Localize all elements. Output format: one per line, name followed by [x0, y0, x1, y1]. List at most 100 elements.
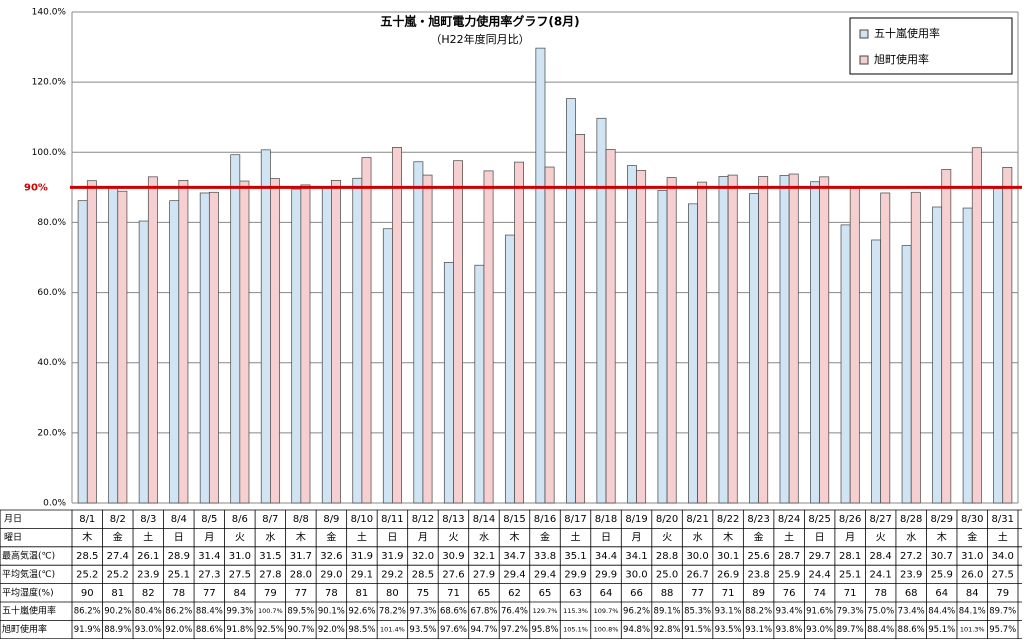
table-cell: 月: [418, 532, 428, 544]
table-cell: 30.0: [625, 569, 647, 580]
table-cell: 29.9: [595, 569, 617, 580]
table-cell: 金: [967, 531, 977, 544]
bar: [331, 179, 341, 504]
table-cell: 水: [479, 532, 489, 544]
table-cell: 28.9: [168, 551, 190, 562]
x-tick-label: 8/28: [900, 514, 922, 525]
x-tick-label: 8/3: [140, 514, 156, 525]
table-cell: 90: [81, 588, 94, 599]
bar: [605, 149, 616, 504]
value-label: 90.1%: [318, 607, 345, 617]
x-tick-label: 8/26: [839, 514, 861, 525]
table-cell: 木: [509, 532, 519, 544]
value-label: 115.3%: [563, 607, 588, 615]
value-label: 105.1%: [563, 626, 588, 634]
x-tick-label: 8/5: [201, 514, 217, 525]
table-cell: 34.0: [992, 551, 1014, 562]
table-cell: 28.1: [839, 551, 861, 562]
table-cell: 水: [693, 532, 703, 544]
table-cell: 29.4: [503, 569, 525, 580]
bar: [270, 178, 280, 504]
bar: [138, 220, 149, 504]
table-cell: 月: [845, 532, 855, 544]
table-cell: 29.9: [564, 569, 586, 580]
value-label: 109.7%: [594, 607, 619, 615]
table-cell: 25.9: [931, 569, 953, 580]
bar: [514, 161, 524, 504]
bar: [575, 134, 586, 504]
y-tick-label: 120.0%: [32, 78, 67, 88]
table-cell: 25.2: [107, 569, 129, 580]
value-label: 129.7%: [533, 607, 558, 615]
table-cell: 28.5: [76, 551, 98, 562]
x-tick-label: 8/27: [869, 514, 891, 525]
x-tick-label: 8/12: [412, 514, 434, 525]
table-cell: 84: [966, 588, 979, 599]
table-cell: 29.4: [534, 569, 556, 580]
bar: [352, 177, 363, 504]
table-cell: 34.7: [503, 551, 525, 562]
value-label: 90.2%: [104, 607, 131, 617]
bar: [208, 191, 219, 504]
table-cell: 62: [508, 588, 521, 599]
bar: [474, 264, 485, 504]
x-tick-label: 8/8: [293, 514, 309, 525]
bar: [993, 188, 1004, 504]
bar: [230, 154, 241, 504]
x-tick-label: 8/13: [442, 514, 464, 525]
table-cell: 82: [142, 588, 155, 599]
bar: [901, 245, 912, 504]
x-tick-label: 8/30: [961, 514, 983, 525]
y-tick-label: 60.0%: [37, 288, 66, 298]
value-label: 91.6%: [806, 607, 833, 617]
table-cell: 71: [447, 588, 460, 599]
table-cell: 土: [998, 531, 1008, 544]
bar: [86, 180, 97, 504]
table-cell: 79: [264, 588, 277, 599]
value-label: 97.3%: [409, 607, 436, 617]
table-cell: 25.1: [168, 569, 190, 580]
bar: [1002, 167, 1013, 504]
bar: [727, 174, 738, 504]
value-label: 98.5%: [348, 625, 375, 635]
row-header: 月日: [4, 514, 22, 525]
x-tick-label: 8/21: [686, 514, 708, 525]
table-cell: 32.6: [320, 551, 342, 562]
bar: [666, 177, 677, 504]
table-cell: 77: [203, 588, 216, 599]
table-cell: 27.8: [259, 569, 281, 580]
bar: [117, 190, 128, 504]
value-label: 91.8%: [226, 625, 253, 635]
table-cell: 木: [296, 532, 306, 544]
bar: [871, 239, 882, 504]
value-label: 85.3%: [684, 607, 711, 617]
value-label: 90.7%: [287, 625, 314, 635]
bar: [779, 175, 790, 504]
legend-label: 旭町使用率: [874, 52, 929, 66]
value-label: 88.6%: [898, 625, 925, 635]
x-tick-label: 8/19: [625, 514, 647, 525]
table-cell: 水: [265, 532, 275, 544]
bar: [840, 224, 851, 504]
table-cell: 29.0: [320, 569, 342, 580]
x-tick-label: 8/7: [262, 514, 278, 525]
legend-box: [849, 17, 1013, 75]
x-tick-label: 8/22: [717, 514, 739, 525]
table-cell: 27.4: [107, 551, 129, 562]
value-label: 79.3%: [837, 607, 864, 617]
table-cell: 88: [661, 588, 674, 599]
bar: [962, 207, 973, 504]
value-label: 75.0%: [867, 607, 894, 617]
bar: [300, 184, 311, 504]
value-label: 78.2%: [379, 607, 406, 617]
table-cell: 81: [356, 588, 369, 599]
table-cell: 75: [417, 588, 430, 599]
value-label: 93.1%: [715, 607, 742, 617]
legend-swatch: [859, 55, 869, 65]
table-cell: 木: [82, 532, 92, 544]
bar: [504, 234, 515, 504]
value-label: 89.5%: [287, 607, 314, 617]
table-cell: 27.6: [442, 569, 464, 580]
table-cell: 64: [600, 588, 613, 599]
table-cell: 26.7: [686, 569, 708, 580]
